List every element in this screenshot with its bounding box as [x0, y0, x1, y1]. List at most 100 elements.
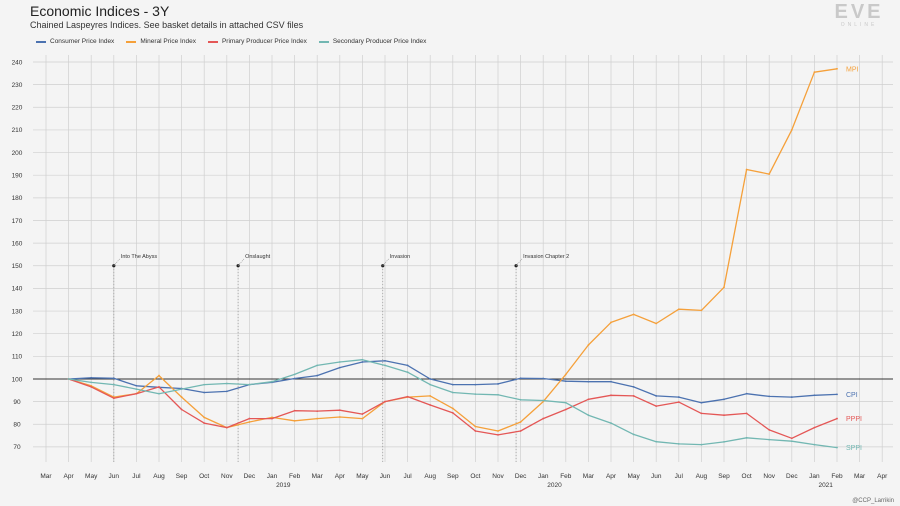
data-point-mpi [203, 416, 206, 419]
data-point-cpi [293, 377, 296, 380]
data-point-mpi [248, 421, 251, 423]
data-point-ppi [700, 412, 703, 415]
data-point-cpi [474, 383, 477, 386]
data-point-ppi [248, 417, 251, 420]
y-tick-label: 70 [13, 444, 21, 451]
data-point-ppi [361, 413, 364, 415]
data-point-ppi [271, 417, 273, 420]
x-tick-label: May [85, 473, 98, 480]
data-point-ppi [90, 385, 93, 388]
x-tick-label: Oct [470, 473, 480, 480]
data-point-sppi [813, 443, 816, 446]
annotation-label: Invasion [390, 254, 411, 260]
data-point-cpi [700, 401, 703, 404]
x-tick-label: Feb [560, 473, 572, 480]
x-tick-label: Feb [289, 473, 301, 480]
legend-label-cpi: Consumer Price Index [50, 38, 115, 45]
x-tick-label: Jan [267, 473, 278, 480]
x-tick-label: Dec [786, 473, 798, 480]
data-point-ppi [768, 429, 771, 431]
data-point-ppi [474, 430, 477, 432]
data-point-sppi [361, 358, 364, 361]
x-tick-label: Apr [877, 473, 888, 480]
data-point-sppi [497, 393, 499, 396]
data-point-ppi [158, 385, 160, 388]
data-point-sppi [723, 440, 725, 443]
data-point-mpi [451, 407, 454, 410]
x-tick-label: Sep [447, 473, 459, 480]
legend-item-ppi: Primary Producer Price Index [207, 38, 307, 45]
data-point-sppi [429, 383, 432, 386]
data-point-cpi [677, 396, 680, 398]
data-point-mpi [158, 374, 160, 377]
data-point-cpi [632, 385, 635, 388]
legend-swatch-mpi [126, 40, 137, 43]
data-point-ppi [745, 412, 748, 415]
y-tick-label: 100 [12, 376, 23, 383]
data-point-sppi [67, 378, 70, 380]
data-point-mpi [293, 419, 296, 422]
data-point-sppi [225, 382, 228, 385]
data-point-mpi [316, 417, 319, 420]
y-tick-label: 110 [12, 354, 23, 361]
data-point-mpi [700, 309, 703, 312]
data-point-ppi [497, 433, 499, 436]
data-point-sppi [768, 438, 771, 441]
data-point-ppi [587, 398, 590, 401]
data-point-cpi [497, 383, 499, 385]
x-tick-label: Dec [244, 473, 256, 480]
data-point-ppi [723, 414, 725, 417]
series-end-label-ppi: PPPI [846, 416, 862, 423]
chart-title: Economic Indices - 3Y [30, 3, 170, 19]
legend-item-mpi: Mineral Price Index [126, 38, 196, 45]
data-point-sppi [790, 440, 793, 443]
legend-item-cpi: Consumer Price Index [36, 38, 114, 45]
data-point-ppi [225, 426, 228, 429]
data-point-ppi [836, 417, 838, 420]
data-point-cpi [112, 377, 115, 380]
credit-text: @CCP_Larrikin [852, 498, 894, 504]
data-point-ppi [813, 426, 816, 429]
data-point-sppi [135, 388, 138, 391]
data-point-sppi [836, 446, 838, 449]
x-tick-label: Apr [64, 473, 75, 480]
data-point-cpi [564, 380, 567, 383]
data-point-mpi [361, 417, 364, 420]
x-tick-label: Jan [809, 473, 820, 480]
x-tick-label: May [627, 473, 640, 480]
x-tick-label: Apr [335, 473, 346, 480]
data-point-cpi [768, 395, 771, 398]
y-tick-label: 210 [12, 127, 23, 134]
x-tick-label: Nov [763, 473, 775, 480]
chart-legend: Consumer Price Index Mineral Price Index… [36, 38, 426, 45]
data-point-cpi [587, 380, 590, 383]
data-point-ppi [790, 437, 793, 440]
legend-label-ppi: Primary Producer Price Index [221, 38, 307, 45]
data-point-ppi [564, 408, 567, 411]
data-point-cpi [338, 366, 341, 369]
data-point-cpi [542, 377, 545, 380]
x-tick-label: Sep [176, 473, 188, 480]
data-point-cpi [519, 377, 522, 380]
y-tick-label: 220 [12, 105, 23, 112]
annotation-leader [382, 258, 389, 266]
data-point-sppi [203, 383, 206, 386]
data-point-ppi [203, 422, 206, 425]
annotation-label: Invasion Chapter 2 [523, 254, 569, 260]
legend-label-sppi: Secondary Producer Price Index [332, 38, 427, 45]
x-tick-label: Dec [515, 473, 527, 480]
data-point-ppi [135, 392, 138, 395]
data-point-sppi [700, 443, 703, 446]
data-point-cpi [90, 376, 93, 379]
data-point-sppi [338, 361, 341, 363]
data-point-mpi [790, 129, 793, 131]
y-tick-label: 150 [12, 263, 23, 270]
x-year-label: 2020 [547, 482, 562, 489]
series-end-label-cpi: CPI [846, 392, 858, 399]
data-point-sppi [248, 383, 251, 386]
data-point-cpi [610, 380, 612, 383]
data-point-sppi [610, 422, 612, 425]
data-point-sppi [519, 398, 522, 401]
x-tick-label: Mar [40, 473, 52, 480]
data-point-mpi [564, 373, 567, 376]
